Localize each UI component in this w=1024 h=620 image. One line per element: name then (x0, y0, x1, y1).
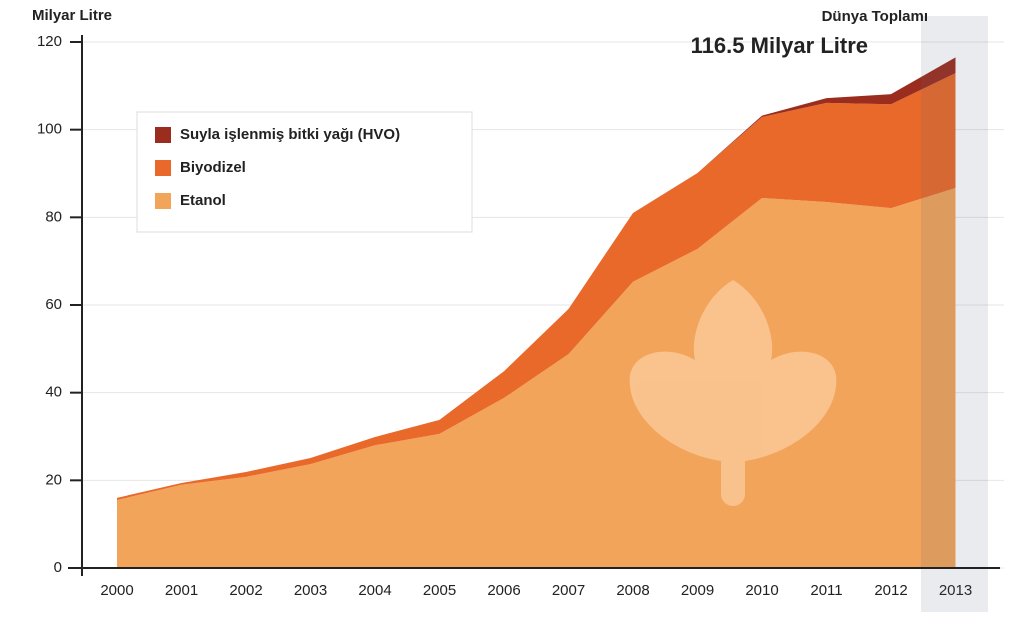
x-tick-label: 2007 (552, 582, 585, 599)
area (117, 57, 956, 498)
legend (136, 111, 473, 233)
x-tick-label: 2003 (294, 582, 327, 599)
y-tick-label: 40 (45, 384, 62, 401)
x-tick-label: 2001 (165, 582, 198, 599)
x-tick-label: 2002 (229, 582, 262, 599)
annotation: Dünya Toplamı (822, 8, 928, 25)
legend-label: Biyodizel (180, 159, 246, 176)
y-tick-label: 60 (45, 296, 62, 313)
annotation-total: 116.5 Milyar Litre (691, 33, 868, 58)
area (117, 73, 956, 501)
y-axis-label: Milyar Litre (32, 7, 112, 24)
leaf-icon (629, 280, 837, 506)
x-tick-label: 2008 (616, 582, 649, 599)
legend-swatch (155, 193, 171, 209)
x-tick-label: 2012 (874, 582, 907, 599)
x-tick-label: 2011 (810, 582, 842, 599)
x-tick-label: 2006 (487, 582, 520, 599)
legend-label: Suyla işlenmiş bitki yağı (HVO) (180, 126, 400, 143)
legend-swatch (155, 160, 171, 176)
legend-swatch (155, 127, 171, 143)
x-tick-label: 2004 (358, 582, 391, 599)
y-tick-label: 80 (45, 208, 62, 225)
legend-label: Etanol (180, 192, 226, 209)
area (117, 187, 956, 568)
y-tick-label: 100 (37, 121, 62, 138)
x-tick-label: 2005 (423, 582, 456, 599)
x-tick-label: 2000 (100, 582, 133, 599)
legend-items: Etanol Biyodizel Suyla işlenmiş bitki yağı… (155, 126, 400, 209)
x-tick-label: 2010 (745, 582, 778, 599)
x-tick-label: 2013 (939, 582, 972, 599)
x-tick-label: 2009 (681, 582, 714, 599)
y-tick-label: 0 (54, 559, 62, 576)
highlight-band (921, 16, 988, 612)
y-tick-label: 20 (45, 471, 62, 488)
y-tick-label: 120 (37, 33, 62, 50)
areas (117, 57, 956, 568)
